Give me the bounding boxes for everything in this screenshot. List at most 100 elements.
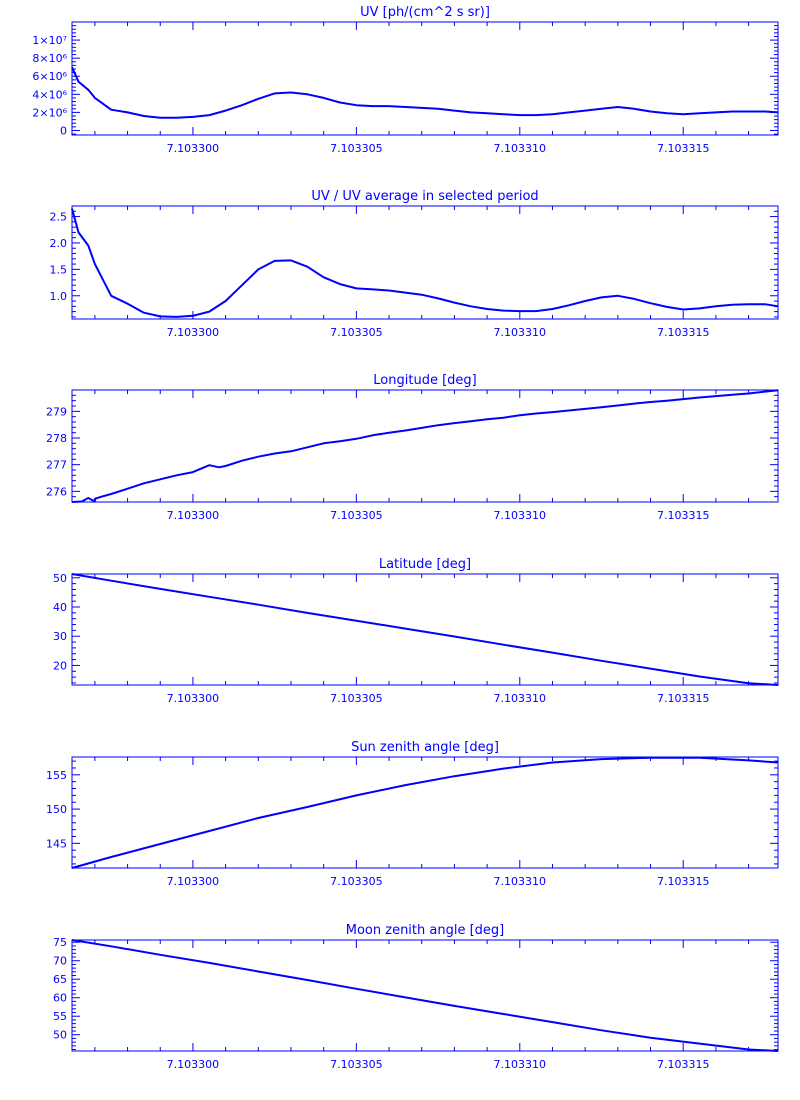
- data-point: [306, 806, 308, 808]
- data-point: [437, 424, 439, 426]
- data-point: [698, 757, 701, 759]
- data-point: [290, 450, 292, 452]
- data-point: [421, 427, 423, 429]
- data-point: [502, 113, 505, 115]
- x-tick-label: 7.103305: [330, 509, 383, 522]
- data-point: [633, 298, 635, 300]
- x-tick-label: 7.103315: [657, 142, 710, 155]
- x-tick-label: 7.103310: [494, 509, 547, 522]
- data-point: [747, 759, 750, 762]
- x-tick-label: 7.103305: [330, 326, 383, 339]
- data-point: [208, 464, 210, 466]
- data-point: [764, 391, 766, 393]
- data-point: [77, 231, 80, 234]
- data-point: [192, 471, 194, 473]
- data-point: [218, 466, 220, 468]
- data-point: [257, 98, 259, 100]
- x-tick-label: 7.103310: [494, 326, 547, 339]
- data-point: [94, 97, 96, 99]
- data-point: [568, 111, 570, 113]
- chart-panel-5: Sun zenith angle [deg] 7.103300 7.103305 7.…: [46, 740, 779, 888]
- data-point: [764, 110, 766, 113]
- x-tick-label: 7.103305: [330, 1058, 383, 1071]
- data-point: [110, 580, 112, 582]
- data-point: [306, 979, 308, 981]
- chart-title: Latitude [deg]: [379, 557, 471, 572]
- data-point: [502, 1013, 505, 1015]
- data-point: [453, 422, 456, 424]
- y-tick-label: 277: [46, 459, 67, 472]
- y-tick-label: 50: [53, 1029, 67, 1042]
- y-tick-label: 1.5: [50, 263, 68, 276]
- data-point: [747, 110, 750, 113]
- data-point: [666, 400, 668, 402]
- data-point: [747, 1048, 750, 1051]
- y-tick-label: 60: [53, 992, 67, 1005]
- data-point: [404, 429, 406, 432]
- data-point: [71, 573, 73, 575]
- data-point: [257, 970, 259, 973]
- data-point: [777, 684, 779, 686]
- y-tick-label: 2.5: [50, 211, 68, 224]
- data-point: [698, 112, 701, 114]
- data-point: [777, 389, 779, 391]
- data-point: [715, 305, 717, 307]
- data-point: [600, 296, 603, 298]
- data-point: [87, 497, 89, 499]
- y-tick-label: 55: [53, 1010, 67, 1023]
- data-point: [355, 620, 357, 622]
- data-point: [698, 396, 701, 399]
- data-point: [339, 101, 341, 104]
- data-point: [71, 208, 73, 210]
- data-point: [257, 268, 259, 270]
- data-point: [143, 482, 145, 484]
- plot-frame: [71, 389, 779, 503]
- series-line: [71, 389, 779, 503]
- data-point: [306, 266, 308, 268]
- data-point: [682, 398, 684, 400]
- data-point: [77, 81, 80, 83]
- data-point: [202, 467, 204, 469]
- data-point: [323, 276, 325, 278]
- data-point: [110, 109, 112, 111]
- data-point: [388, 105, 390, 107]
- y-tick-label: 279: [46, 405, 67, 418]
- data-point: [159, 588, 161, 590]
- data-point: [257, 456, 259, 458]
- data-point: [600, 1029, 603, 1031]
- data-point: [437, 108, 439, 110]
- data-point: [600, 758, 603, 760]
- data-point: [339, 440, 341, 442]
- data-point: [551, 1021, 554, 1023]
- data-point: [225, 109, 227, 112]
- y-tick-label: 4×10⁶: [32, 88, 67, 101]
- x-tick-label: 7.103305: [330, 142, 383, 155]
- data-point: [143, 115, 145, 117]
- data-point: [486, 308, 488, 310]
- data-point: [110, 945, 112, 947]
- data-point: [355, 438, 357, 440]
- y-tick-label: 1.0: [50, 290, 68, 303]
- data-point: [584, 109, 586, 112]
- data-point: [715, 111, 717, 113]
- data-point: [94, 263, 96, 265]
- data-point: [71, 939, 73, 941]
- data-point: [87, 89, 89, 91]
- data-point: [126, 111, 129, 113]
- data-point: [682, 308, 684, 311]
- data-point: [649, 757, 652, 759]
- data-point: [355, 988, 357, 990]
- data-point: [159, 117, 161, 119]
- data-point: [159, 954, 161, 956]
- data-point: [404, 106, 406, 108]
- data-point: [777, 1050, 779, 1052]
- data-point: [339, 283, 341, 285]
- data-point: [126, 488, 129, 490]
- data-point: [355, 104, 357, 106]
- data-point: [94, 498, 96, 500]
- x-tick-label: 7.103300: [167, 692, 220, 705]
- data-point: [159, 843, 161, 845]
- chart-panel-1: UV [ph/(cm^2 s sr)] 7.103300 7.103305 7.103…: [32, 5, 779, 155]
- data-point: [535, 310, 537, 312]
